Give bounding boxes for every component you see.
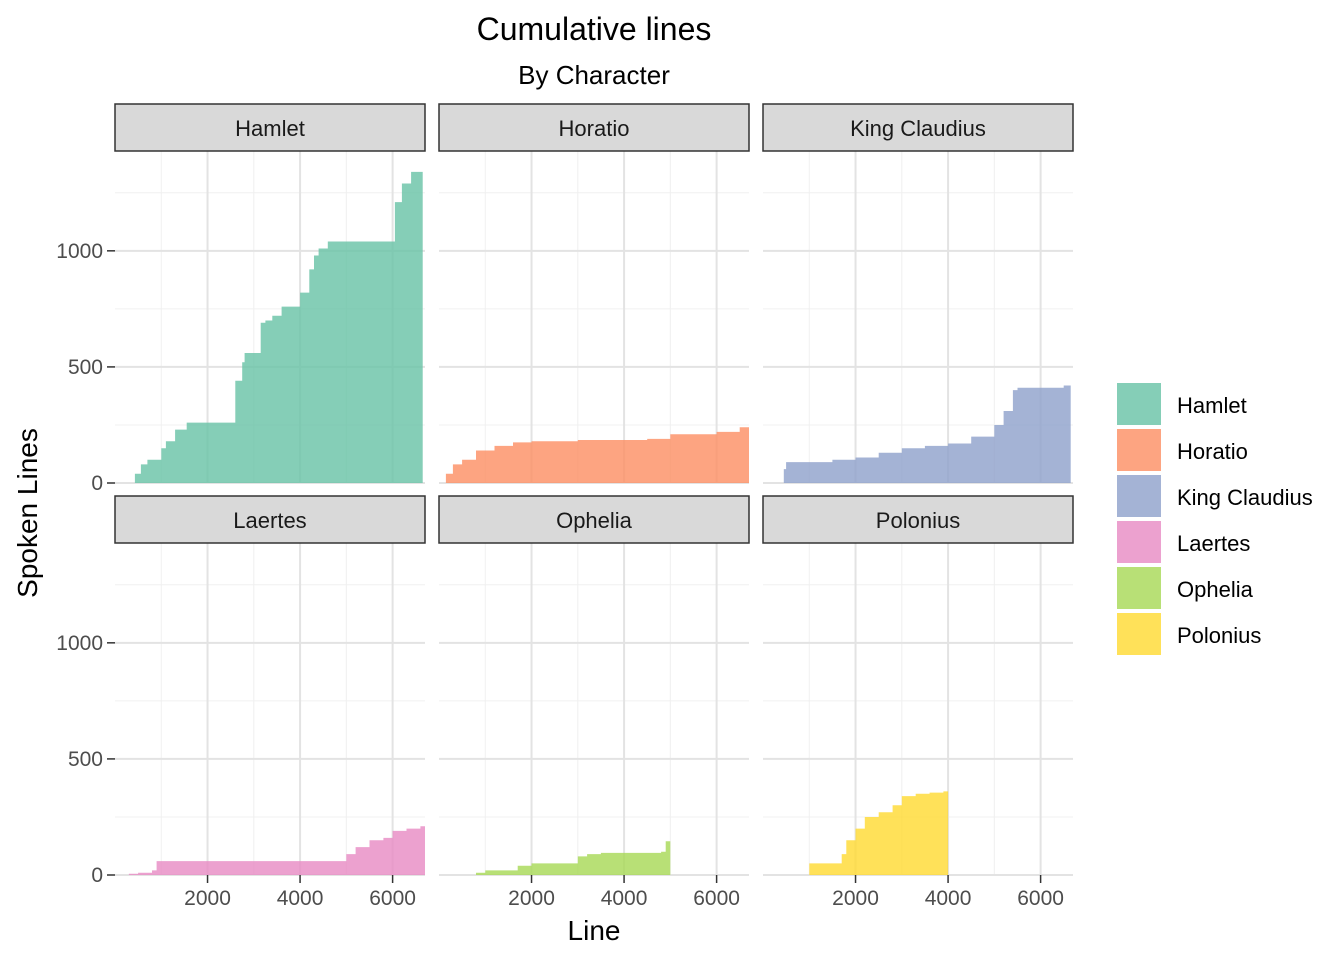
strip-king-claudius <box>762 103 1074 152</box>
facet-king-claudius: King Claudius <box>762 103 1074 484</box>
area-polonius <box>804 789 949 875</box>
strip-horatio <box>438 103 750 152</box>
y-tick-label: 1000 <box>56 240 103 263</box>
legend-label-ophelia: Ophelia <box>1177 577 1254 602</box>
legend: Hamlet Horatio King Claudius Laertes Ophelia… <box>1117 383 1313 655</box>
strip-label-hamlet: Hamlet <box>235 116 305 141</box>
strip-label-king-claudius: King Claudius <box>850 116 986 141</box>
facet-hamlet: Hamlet 0 500 1000 <box>56 103 426 495</box>
x-tick-label: 2000 <box>184 887 231 910</box>
legend-key-hamlet <box>1117 383 1161 425</box>
chart-subtitle: By Character <box>518 60 670 90</box>
strip-label-laertes: Laertes <box>233 508 306 533</box>
x-tick-label: 2000 <box>508 887 555 910</box>
x-tick-label: 4000 <box>925 887 972 910</box>
facet-ophelia: Ophelia 2000 4000 6000 <box>438 495 750 910</box>
x-tick-label: 6000 <box>369 887 416 910</box>
legend-item-king-claudius: King Claudius <box>1117 475 1313 517</box>
legend-label-hamlet: Hamlet <box>1177 393 1247 418</box>
area-hamlet <box>130 151 423 483</box>
area-king-claudius <box>776 383 1071 483</box>
facet-panels: Hamlet 0 500 1000 Horatio King Claudius Laerte… <box>56 103 1074 910</box>
legend-key-polonius <box>1117 613 1161 655</box>
facet-horatio: Horatio <box>438 103 750 484</box>
legend-label-laertes: Laertes <box>1177 531 1250 556</box>
legend-key-king-claudius <box>1117 475 1161 517</box>
legend-key-ophelia <box>1117 567 1161 609</box>
x-tick-label: 4000 <box>601 887 648 910</box>
strip-label-horatio: Horatio <box>559 116 630 141</box>
x-tick-label: 2000 <box>832 887 879 910</box>
x-axis-label: Line <box>568 915 621 946</box>
legend-key-laertes <box>1117 521 1161 563</box>
area-laertes <box>115 823 425 875</box>
strip-polonius <box>762 495 1074 544</box>
strip-hamlet <box>114 103 426 152</box>
y-tick-label: 500 <box>68 748 103 771</box>
strip-laertes <box>114 495 426 544</box>
legend-item-horatio: Horatio <box>1117 429 1248 471</box>
area-horatio <box>439 422 749 483</box>
y-tick-label: 0 <box>91 864 103 887</box>
legend-key-horatio <box>1117 429 1161 471</box>
legend-item-hamlet: Hamlet <box>1117 383 1247 425</box>
x-tick-label: 4000 <box>277 887 324 910</box>
x-tick-label: 6000 <box>693 887 740 910</box>
facet-laertes: Laertes 0 500 1000 2000 4000 6000 <box>56 495 426 910</box>
legend-label-king-claudius: King Claudius <box>1177 485 1313 510</box>
y-axis-label: Spoken Lines <box>12 428 43 598</box>
legend-label-horatio: Horatio <box>1177 439 1248 464</box>
y-tick-label: 0 <box>91 472 103 495</box>
strip-label-ophelia: Ophelia <box>556 508 633 533</box>
x-tick-label: 6000 <box>1017 887 1064 910</box>
legend-item-ophelia: Ophelia <box>1117 567 1254 609</box>
y-tick-label: 500 <box>68 356 103 379</box>
strip-label-polonius: Polonius <box>876 508 960 533</box>
y-tick-label: 1000 <box>56 632 103 655</box>
legend-item-polonius: Polonius <box>1117 613 1261 655</box>
area-ophelia <box>466 840 671 875</box>
legend-item-laertes: Laertes <box>1117 521 1250 563</box>
facet-polonius: Polonius 2000 4000 6000 <box>762 495 1074 910</box>
strip-ophelia <box>438 495 750 544</box>
chart-title: Cumulative lines <box>477 11 712 47</box>
legend-label-polonius: Polonius <box>1177 623 1261 648</box>
